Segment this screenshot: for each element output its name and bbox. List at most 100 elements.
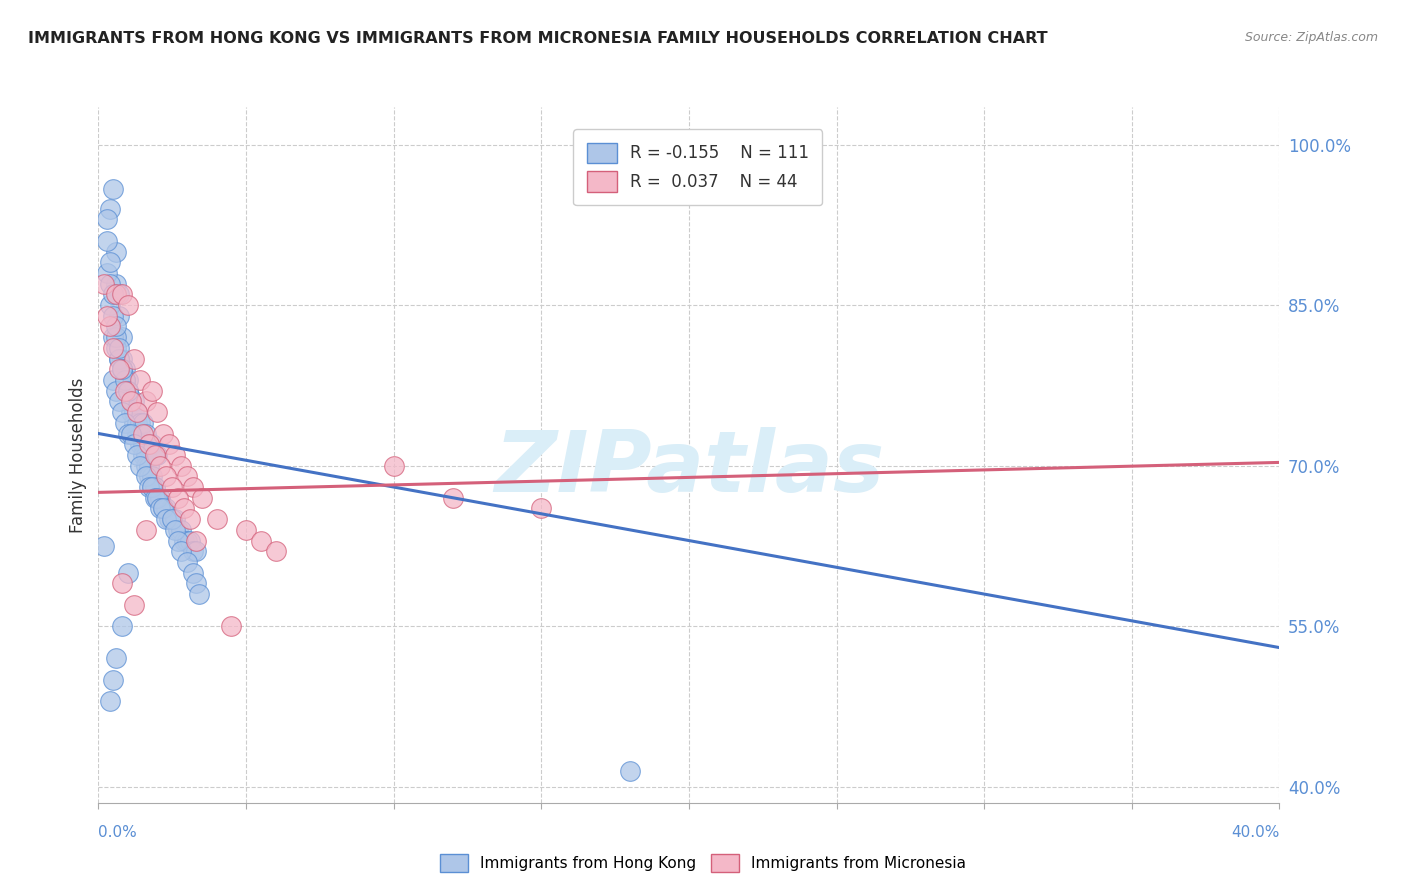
Point: [108, 351, 131, 366]
Y-axis label: Family Households: Family Households: [69, 377, 87, 533]
Point: [117, 373, 139, 387]
Point: [111, 405, 134, 419]
Point: [111, 351, 134, 366]
Point: [105, 287, 128, 301]
Point: [152, 426, 174, 441]
Point: [179, 512, 201, 526]
Point: [122, 416, 145, 430]
Point: [103, 182, 125, 196]
Point: [108, 287, 131, 301]
Point: [103, 287, 125, 301]
Point: [114, 416, 136, 430]
Point: [120, 394, 142, 409]
Point: [125, 416, 148, 430]
Point: [111, 362, 134, 376]
Point: [114, 362, 136, 376]
Text: 0.0%: 0.0%: [98, 825, 138, 840]
Point: [117, 384, 139, 398]
Point: [128, 458, 150, 473]
Point: [146, 448, 169, 462]
Point: [135, 458, 157, 473]
Point: [155, 501, 177, 516]
Point: [122, 437, 145, 451]
Point: [179, 533, 201, 548]
Point: [167, 523, 190, 537]
Point: [143, 448, 166, 462]
Point: [143, 491, 166, 505]
Point: [122, 405, 145, 419]
Text: IMMIGRANTS FROM HONG KONG VS IMMIGRANTS FROM MICRONESIA FAMILY HOUSEHOLDS CORREL: IMMIGRANTS FROM HONG KONG VS IMMIGRANTS …: [28, 31, 1047, 46]
Point: [184, 544, 207, 558]
Point: [149, 491, 172, 505]
Point: [105, 651, 128, 665]
Point: [117, 566, 139, 580]
Point: [117, 298, 139, 312]
Point: [122, 351, 145, 366]
Point: [108, 341, 131, 355]
Point: [117, 426, 139, 441]
Point: [111, 362, 134, 376]
Point: [103, 341, 125, 355]
Legend: R = -0.155    N = 111, R =  0.037    N = 44: R = -0.155 N = 111, R = 0.037 N = 44: [574, 129, 823, 205]
Point: [138, 437, 160, 451]
Point: [152, 501, 174, 516]
Point: [135, 448, 157, 462]
Point: [187, 587, 209, 601]
Point: [138, 480, 160, 494]
Point: [143, 480, 166, 494]
Point: [382, 458, 405, 473]
Point: [120, 405, 142, 419]
Point: [114, 373, 136, 387]
Point: [135, 469, 157, 483]
Point: [167, 533, 190, 548]
Text: 40.0%: 40.0%: [1232, 825, 1279, 840]
Point: [111, 330, 134, 344]
Point: [170, 458, 193, 473]
Point: [157, 512, 180, 526]
Point: [117, 384, 139, 398]
Point: [105, 277, 128, 291]
Point: [96, 234, 118, 248]
Point: [181, 480, 204, 494]
Point: [103, 330, 125, 344]
Point: [162, 512, 183, 526]
Point: [98, 298, 121, 312]
Point: [105, 330, 128, 344]
Point: [132, 448, 155, 462]
Point: [128, 426, 150, 441]
Point: [162, 512, 183, 526]
Point: [96, 266, 118, 280]
Point: [176, 469, 198, 483]
Point: [98, 694, 121, 708]
Point: [162, 480, 183, 494]
Point: [165, 448, 187, 462]
Point: [235, 523, 257, 537]
Point: [98, 255, 121, 269]
Point: [264, 544, 287, 558]
Legend: Immigrants from Hong Kong, Immigrants from Micronesia: Immigrants from Hong Kong, Immigrants fr…: [433, 846, 973, 880]
Point: [149, 491, 172, 505]
Point: [155, 512, 177, 526]
Point: [181, 544, 204, 558]
Point: [122, 598, 145, 612]
Point: [98, 277, 121, 291]
Point: [530, 501, 553, 516]
Point: [176, 555, 198, 569]
Point: [128, 416, 150, 430]
Point: [184, 576, 207, 591]
Point: [143, 448, 166, 462]
Point: [128, 373, 150, 387]
Point: [170, 544, 193, 558]
Point: [250, 533, 273, 548]
Point: [143, 480, 166, 494]
Point: [96, 212, 118, 227]
Point: [170, 523, 193, 537]
Point: [167, 491, 190, 505]
Point: [111, 362, 134, 376]
Point: [152, 501, 174, 516]
Point: [165, 523, 187, 537]
Point: [181, 566, 204, 580]
Point: [120, 394, 142, 409]
Point: [103, 309, 125, 323]
Point: [191, 491, 214, 505]
